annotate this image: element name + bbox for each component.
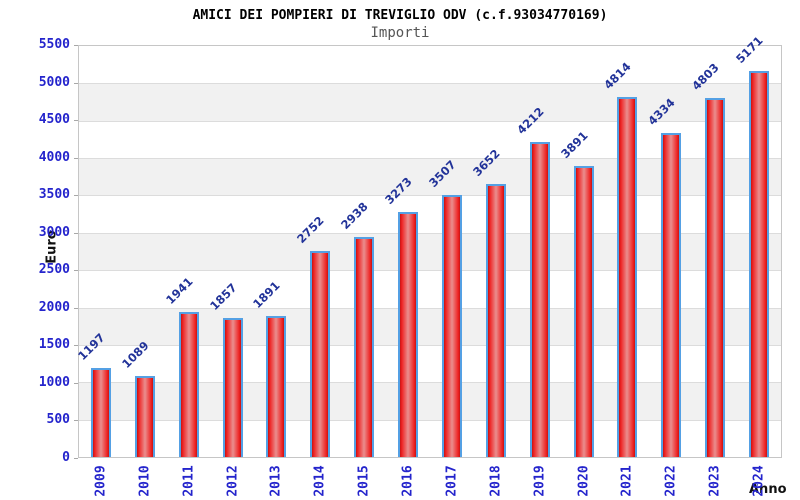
bar-2022 — [661, 133, 682, 457]
bar-2017 — [441, 194, 462, 457]
bar-2021 — [617, 97, 638, 457]
y-tick-label: 2000 — [38, 299, 70, 315]
y-tick-mark — [74, 308, 78, 309]
x-tick-label-2021: 2021 — [619, 465, 635, 497]
x-tick-label-2011: 2011 — [181, 465, 197, 497]
value-label-2020: 3891 — [557, 128, 591, 162]
value-label-2014: 2752 — [294, 213, 327, 247]
y-tick-label: 4500 — [38, 112, 70, 128]
x-tick-label-2012: 2012 — [225, 465, 241, 497]
value-label-2023: 4803 — [689, 60, 722, 94]
x-tick-label-2009: 2009 — [93, 465, 109, 497]
bar-slot: 1891 2013 — [251, 46, 299, 497]
value-label-2009: 1197 — [75, 330, 108, 363]
bar-slot: 3652 2018 — [470, 46, 518, 497]
x-tick-label-2023: 2023 — [707, 465, 723, 497]
x-axis-title: Anno — [749, 482, 787, 497]
bar-slot: 4212 2019 — [514, 46, 562, 497]
y-tick-mark — [74, 233, 78, 234]
x-tick-label-2010: 2010 — [137, 465, 153, 497]
value-label-2015: 2938 — [338, 199, 371, 233]
value-label-2018: 3652 — [469, 146, 503, 180]
bar-2010 — [134, 375, 155, 457]
value-label-2017: 3507 — [426, 157, 459, 190]
x-tick-label-2014: 2014 — [312, 465, 328, 497]
bar-2019 — [529, 142, 550, 457]
bar-slot: 3273 2016 — [382, 46, 430, 497]
bar-2014 — [310, 251, 331, 457]
bar-slot: 5171 2024 — [733, 33, 781, 497]
bar-2018 — [485, 184, 506, 457]
value-label-2011: 1941 — [162, 274, 196, 307]
bar-slot: 1197 2009 — [75, 46, 123, 497]
x-tick-label-2019: 2019 — [532, 465, 548, 497]
bar-2011 — [178, 311, 199, 457]
y-tick-label: 1500 — [38, 337, 70, 353]
bar-slot: 3891 2020 — [558, 46, 606, 497]
bar-2015 — [354, 237, 375, 457]
x-tick-label-2020: 2020 — [576, 465, 592, 497]
x-tick-label-2022: 2022 — [663, 465, 679, 497]
y-tick-mark — [74, 420, 78, 421]
bar-slot: 4803 2023 — [689, 46, 737, 497]
grid-band — [79, 83, 781, 121]
y-tick-mark — [74, 120, 78, 121]
value-label-2019: 4212 — [513, 104, 547, 138]
bar-2009 — [90, 367, 111, 457]
bar-slot: 1089 2010 — [119, 46, 167, 497]
y-tick-mark — [74, 345, 78, 346]
y-tick-label: 0 — [62, 450, 70, 465]
bar-slot: 4814 2021 — [602, 46, 650, 497]
x-tick-label-2024: 2024 — [751, 465, 767, 497]
bar-slot: 1857 2012 — [207, 46, 255, 497]
y-tick-label: 3500 — [38, 187, 70, 203]
y-tick-label: 500 — [46, 412, 70, 428]
bar-2020 — [573, 166, 594, 457]
y-tick-label: 2500 — [38, 262, 70, 278]
value-label-2013: 1891 — [250, 278, 284, 311]
y-tick-mark — [74, 270, 78, 271]
y-tick-mark — [74, 195, 78, 196]
x-tick-label-2013: 2013 — [268, 465, 284, 497]
y-tick-mark — [74, 458, 78, 459]
bar-2013 — [266, 315, 287, 457]
plot-area: 1197 2009 1089 2010 1941 2011 1857 2012 1891 2013… — [75, 33, 782, 497]
y-tick-label: 5500 — [38, 37, 70, 52]
y-tick-label: 4000 — [38, 149, 70, 165]
bar-2024 — [749, 70, 770, 457]
bar-2012 — [222, 318, 243, 457]
value-label-2012: 1857 — [206, 280, 240, 314]
x-tick-label-2016: 2016 — [400, 465, 416, 497]
y-tick-mark — [74, 158, 78, 159]
bar-slot: 3507 2017 — [426, 46, 474, 497]
x-tick-label-2018: 2018 — [488, 465, 504, 497]
bar-slot: 1941 2011 — [163, 46, 211, 497]
grid-band — [79, 46, 781, 84]
chart-title: AMICI DEI POMPIERI DI TREVIGLIO ODV (c.f… — [192, 8, 608, 23]
y-tick-mark — [74, 383, 78, 384]
bar-slot: 2752 2014 — [294, 46, 342, 497]
bar-2016 — [398, 212, 419, 457]
bar-slot: 2938 2015 — [338, 46, 386, 497]
chart-subtitle: Importi — [370, 25, 430, 41]
y-tick-label: 5000 — [38, 74, 70, 90]
value-label-2016: 3273 — [382, 174, 415, 208]
bar-slot: 4334 2022 — [645, 46, 693, 497]
bar-2023 — [705, 98, 726, 457]
y-tick-mark — [74, 45, 78, 46]
value-label-2022: 4334 — [645, 95, 678, 129]
y-tick-label: 1000 — [38, 374, 70, 390]
x-tick-label-2015: 2015 — [356, 465, 372, 497]
x-tick-label-2017: 2017 — [444, 465, 460, 497]
value-label-2010: 1089 — [118, 338, 152, 371]
value-label-2021: 4814 — [601, 59, 635, 93]
y-tick-label: 3000 — [38, 224, 70, 240]
y-tick-mark — [74, 83, 78, 84]
